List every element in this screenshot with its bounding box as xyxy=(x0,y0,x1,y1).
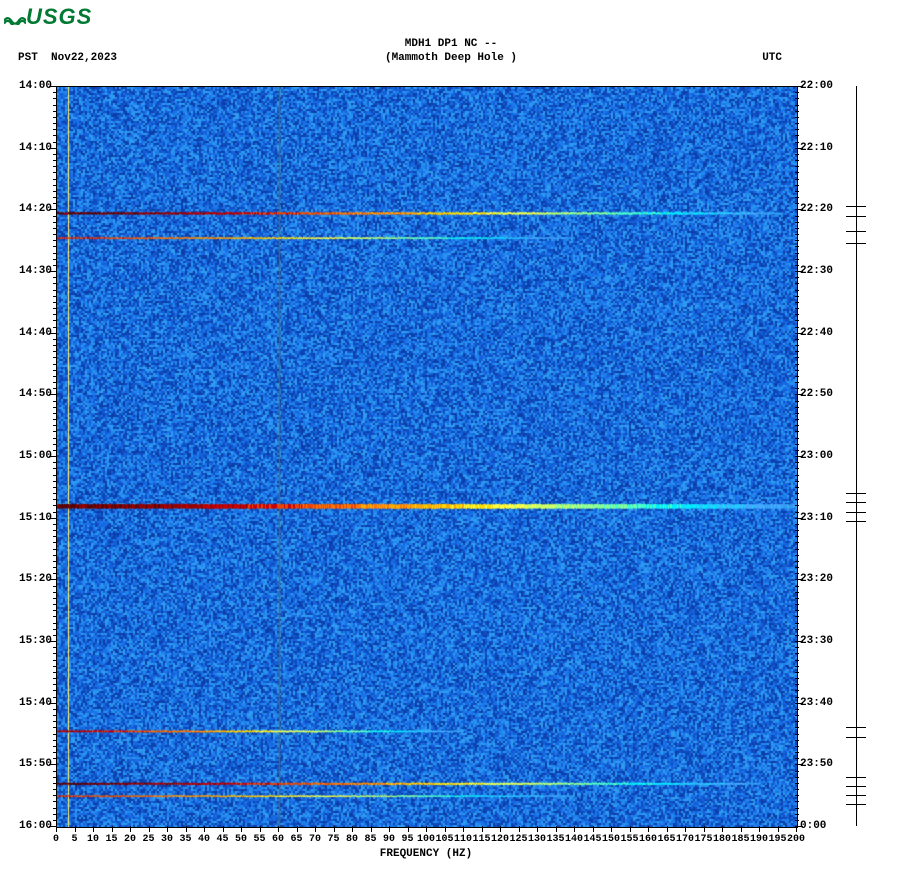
x-label: 80 xyxy=(346,834,358,845)
x-axis-title: FREQUENCY (HZ) xyxy=(56,848,796,860)
tz-left: PST Nov22,2023 xyxy=(18,52,117,64)
y-label-pst: 14:50 xyxy=(19,388,52,400)
trigger-mark xyxy=(846,737,866,738)
x-label: 145 xyxy=(583,834,601,845)
trigger-mark xyxy=(846,512,866,513)
trigger-axis xyxy=(856,86,857,826)
y-label-utc: 22:20 xyxy=(800,203,833,215)
x-label: 45 xyxy=(216,834,228,845)
trigger-mark xyxy=(846,231,866,232)
x-label: 190 xyxy=(750,834,768,845)
x-label: 125 xyxy=(509,834,527,845)
y-label-utc: 23:00 xyxy=(800,450,833,462)
x-label: 20 xyxy=(124,834,136,845)
x-label: 35 xyxy=(179,834,191,845)
date-label: Nov22,2023 xyxy=(51,52,117,64)
trigger-mark xyxy=(846,502,866,503)
x-label: 0 xyxy=(53,834,59,845)
x-label: 15 xyxy=(105,834,117,845)
trigger-mark xyxy=(846,493,866,494)
x-label: 155 xyxy=(620,834,638,845)
x-label: 180 xyxy=(713,834,731,845)
x-label: 170 xyxy=(676,834,694,845)
x-label: 85 xyxy=(364,834,376,845)
x-label: 110 xyxy=(454,834,472,845)
trigger-mark xyxy=(846,795,866,796)
y-axis-pst: 14:0014:1014:2014:3014:4014:5015:0015:10… xyxy=(0,86,56,826)
y-label-utc: 22:40 xyxy=(800,327,833,339)
x-label: 30 xyxy=(161,834,173,845)
x-label: 105 xyxy=(435,834,453,845)
y-label-pst: 14:00 xyxy=(19,80,52,92)
x-label: 50 xyxy=(235,834,247,845)
usgs-logo-text: USGS xyxy=(26,4,92,29)
x-label: 5 xyxy=(71,834,77,845)
y-label-pst: 15:00 xyxy=(19,450,52,462)
y-label-utc: 22:10 xyxy=(800,142,833,154)
x-label: 75 xyxy=(327,834,339,845)
y-label-pst: 15:30 xyxy=(19,635,52,647)
trigger-mark xyxy=(846,521,866,522)
y-label-pst: 15:50 xyxy=(19,758,52,770)
x-label: 175 xyxy=(694,834,712,845)
x-label: 130 xyxy=(528,834,546,845)
y-label-pst: 16:00 xyxy=(19,820,52,832)
x-label: 70 xyxy=(309,834,321,845)
trigger-mark xyxy=(846,206,866,207)
y-axis-utc: 22:0022:1022:2022:3022:4022:5023:0023:10… xyxy=(796,86,856,826)
y-label-utc: 0:00 xyxy=(800,820,826,832)
usgs-logo: USGS xyxy=(4,4,92,31)
x-label: 90 xyxy=(383,834,395,845)
tz-left-label: PST xyxy=(18,52,38,64)
trigger-mark xyxy=(846,804,866,805)
x-label: 140 xyxy=(565,834,583,845)
y-label-pst: 15:20 xyxy=(19,573,52,585)
x-axis: FREQUENCY (HZ) 0 5 10 15 20 25 30 35 40 45 50 55 60 6… xyxy=(56,826,796,866)
x-label: 185 xyxy=(731,834,749,845)
x-label: 100 xyxy=(417,834,435,845)
y-label-utc: 23:30 xyxy=(800,635,833,647)
tz-right-label: UTC xyxy=(762,52,782,64)
x-label: 115 xyxy=(472,834,490,845)
x-label: 40 xyxy=(198,834,210,845)
trigger-mark xyxy=(846,786,866,787)
x-label: 95 xyxy=(401,834,413,845)
y-label-utc: 22:30 xyxy=(800,265,833,277)
y-label-utc: 23:50 xyxy=(800,758,833,770)
y-label-utc: 22:50 xyxy=(800,388,833,400)
x-label: 60 xyxy=(272,834,284,845)
y-label-pst: 14:30 xyxy=(19,265,52,277)
y-label-utc: 23:40 xyxy=(800,697,833,709)
x-label: 135 xyxy=(546,834,564,845)
y-label-utc: 23:10 xyxy=(800,512,833,524)
trigger-mark xyxy=(846,216,866,217)
x-label: 120 xyxy=(491,834,509,845)
x-label: 160 xyxy=(639,834,657,845)
x-label: 200 xyxy=(787,834,805,845)
y-label-pst: 14:10 xyxy=(19,142,52,154)
usgs-wave-icon xyxy=(4,5,26,31)
y-label-pst: 15:10 xyxy=(19,512,52,524)
x-label: 10 xyxy=(87,834,99,845)
trigger-mark xyxy=(846,777,866,778)
spectrogram-canvas xyxy=(57,87,797,827)
y-label-pst: 14:20 xyxy=(19,203,52,215)
x-label: 195 xyxy=(768,834,786,845)
y-label-utc: 23:20 xyxy=(800,573,833,585)
x-label: 150 xyxy=(602,834,620,845)
y-label-pst: 15:40 xyxy=(19,697,52,709)
y-label-utc: 22:00 xyxy=(800,80,833,92)
y-label-pst: 14:40 xyxy=(19,327,52,339)
trigger-mark xyxy=(846,727,866,728)
spectrogram-plot xyxy=(56,86,798,828)
x-label: 55 xyxy=(253,834,265,845)
x-label: 165 xyxy=(657,834,675,845)
station-code: MDH1 DP1 NC -- xyxy=(0,38,902,50)
x-label: 25 xyxy=(142,834,154,845)
x-label: 65 xyxy=(290,834,302,845)
trigger-mark xyxy=(846,243,866,244)
